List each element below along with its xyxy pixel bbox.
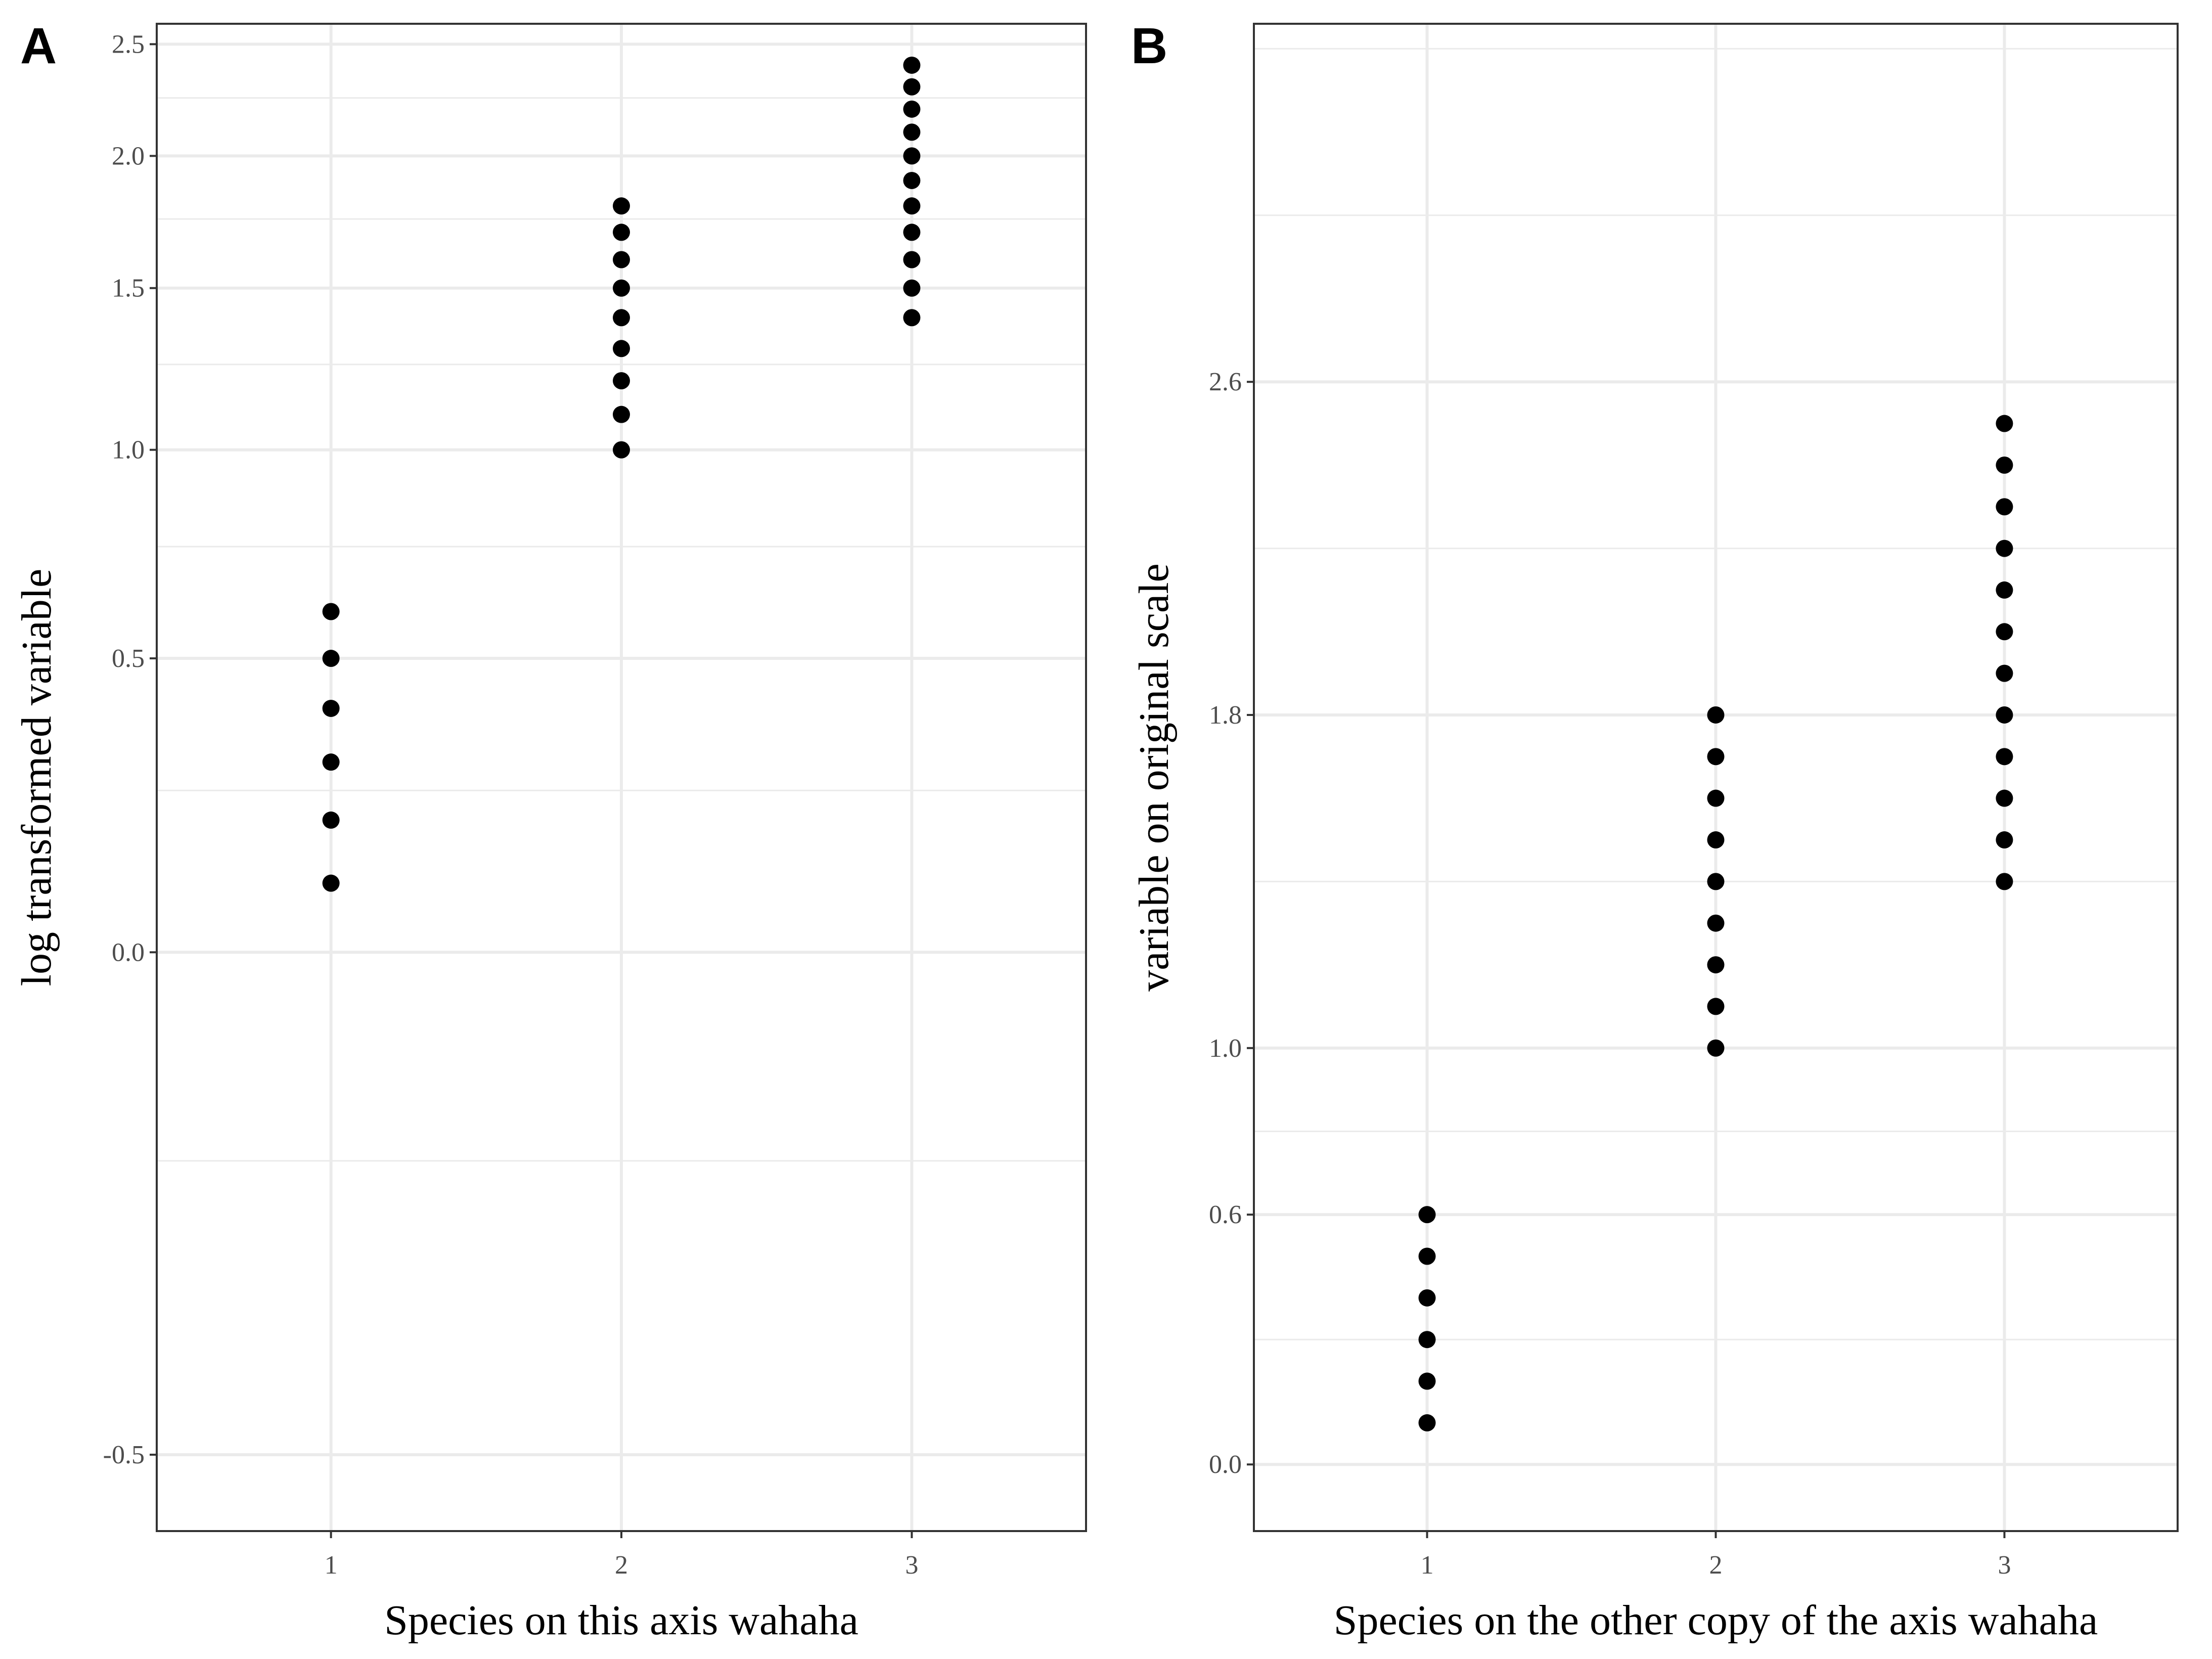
- data-point: [903, 78, 921, 96]
- y-tick-label: 0.5: [112, 644, 145, 673]
- y-tick-label: 1.0: [1209, 1034, 1242, 1063]
- data-point: [1707, 873, 1725, 890]
- panel-tag: B: [1131, 18, 1167, 74]
- data-point: [322, 699, 340, 717]
- y-tick-label: 1.5: [112, 274, 145, 303]
- data-point: [1996, 789, 2013, 807]
- data-point: [1418, 1289, 1436, 1307]
- x-tick-label: 3: [905, 1551, 918, 1580]
- data-point: [613, 223, 630, 241]
- data-point: [903, 279, 921, 297]
- data-point: [903, 223, 921, 241]
- data-point: [322, 753, 340, 771]
- data-point: [322, 603, 340, 620]
- data-point: [613, 441, 630, 459]
- y-tick-label: 0.6: [1209, 1200, 1242, 1229]
- y-tick-label: 0.0: [1209, 1450, 1242, 1479]
- y-axis-title: variable on original scale: [1131, 563, 1178, 992]
- panel-border: [1253, 23, 2179, 1532]
- data-point: [1996, 831, 2013, 849]
- data-point: [613, 251, 630, 268]
- data-point: [613, 406, 630, 423]
- x-axis-title: Species on the other copy of the axis wa…: [1334, 1597, 2098, 1644]
- data-point: [1707, 831, 1725, 849]
- y-tick-label: 0.0: [112, 938, 145, 967]
- x-tick-label: 2: [615, 1551, 628, 1580]
- x-tick-label: 1: [325, 1551, 338, 1580]
- data-point: [1707, 914, 1725, 932]
- panel-border: [156, 23, 1087, 1532]
- data-point: [1418, 1372, 1436, 1390]
- data-point: [1996, 498, 2013, 516]
- y-tick-label: 2.0: [112, 142, 145, 170]
- data-point: [1707, 706, 1725, 724]
- data-point: [903, 100, 921, 118]
- panel-b: 0.0 0.6 1.0 1.8 2.6 1 2 3 Species on the other c…: [1131, 18, 2179, 1644]
- data-point: [1707, 789, 1725, 807]
- data-point: [1996, 748, 2013, 766]
- data-point: [903, 309, 921, 327]
- data-point: [903, 197, 921, 215]
- data-point: [903, 56, 921, 74]
- data-point: [903, 251, 921, 268]
- x-tick-label: 2: [1709, 1551, 1723, 1580]
- data-point: [1418, 1206, 1436, 1224]
- x-tick-label: 3: [1998, 1551, 2011, 1580]
- x-tick-label: 1: [1421, 1551, 1434, 1580]
- data-point: [1418, 1331, 1436, 1349]
- panel-tag: A: [20, 18, 57, 74]
- data-point: [1996, 623, 2013, 641]
- data-point: [613, 309, 630, 327]
- data-point: [1996, 873, 2013, 890]
- data-point: [1707, 956, 1725, 974]
- data-point: [903, 147, 921, 165]
- data-point: [613, 372, 630, 389]
- panel-a: -0.5 0.0 0.5 1.0 1.5 2.0 2.5 1 2 3 Species on this…: [13, 18, 1087, 1644]
- data-point: [613, 340, 630, 357]
- data-point: [1707, 1039, 1725, 1057]
- data-point: [1996, 706, 2013, 724]
- y-tick-label: 1.8: [1209, 701, 1242, 730]
- data-point: [1996, 540, 2013, 557]
- data-point: [322, 811, 340, 829]
- data-point: [613, 279, 630, 297]
- data-point: [1996, 456, 2013, 474]
- data-point: [903, 171, 921, 189]
- data-point: [1996, 664, 2013, 682]
- data-point: [1996, 581, 2013, 599]
- y-tick-label: 2.5: [112, 30, 145, 59]
- y-axis-title: log transformed variable: [13, 569, 60, 987]
- data-point: [1707, 748, 1725, 766]
- data-point: [1418, 1414, 1436, 1431]
- data-point: [903, 123, 921, 141]
- x-axis-title: Species on this axis wahaha: [384, 1597, 859, 1644]
- data-point: [322, 650, 340, 667]
- y-tick-label: 2.6: [1209, 368, 1242, 396]
- data-point: [613, 197, 630, 215]
- data-point: [1707, 998, 1725, 1015]
- data-point: [322, 874, 340, 892]
- y-tick-label: 1.0: [112, 436, 145, 465]
- data-point: [1996, 415, 2013, 432]
- y-tick-label: -0.5: [103, 1441, 145, 1469]
- data-point: [1418, 1247, 1436, 1265]
